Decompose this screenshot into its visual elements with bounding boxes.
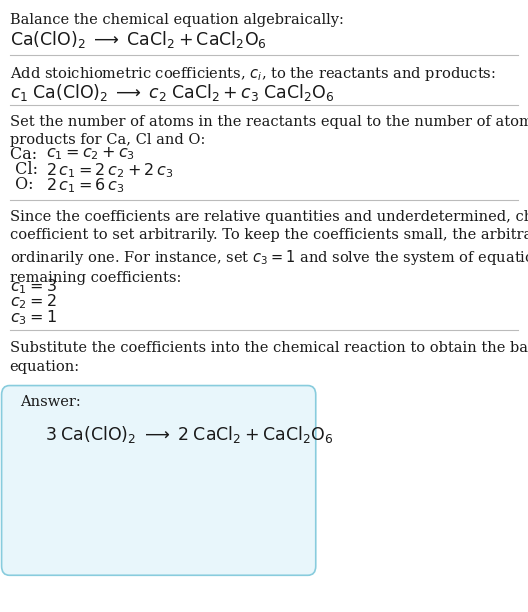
- FancyBboxPatch shape: [2, 386, 316, 575]
- Text: $2\,c_1 = 2\,c_2 + 2\,c_3$: $2\,c_1 = 2\,c_2 + 2\,c_3$: [46, 161, 174, 180]
- Text: $2\,c_1 = 6\,c_3$: $2\,c_1 = 6\,c_3$: [46, 176, 125, 195]
- Text: Add stoichiometric coefficients, $c_i$, to the reactants and products:: Add stoichiometric coefficients, $c_i$, …: [10, 65, 495, 83]
- Text: Since the coefficients are relative quantities and underdetermined, choose a
coe: Since the coefficients are relative quan…: [10, 210, 528, 285]
- Text: $c_3 = 1$: $c_3 = 1$: [10, 308, 56, 327]
- Text: O:: O:: [10, 176, 38, 193]
- Text: $c_1 = c_2 + c_3$: $c_1 = c_2 + c_3$: [46, 146, 135, 162]
- Text: $c_1 = 3$: $c_1 = 3$: [10, 277, 56, 296]
- Text: $c_1\;\mathrm{Ca(ClO)_2} \;\longrightarrow\; c_2\;\mathrm{CaCl_2} + c_3\;\mathrm: $c_1\;\mathrm{Ca(ClO)_2} \;\longrightarr…: [10, 82, 334, 103]
- Text: $\mathrm{Ca(ClO)_2 \;\longrightarrow\; CaCl_2 + CaCl_2O_6}$: $\mathrm{Ca(ClO)_2 \;\longrightarrow\; C…: [10, 29, 267, 50]
- Text: Substitute the coefficients into the chemical reaction to obtain the balanced
eq: Substitute the coefficients into the che…: [10, 341, 528, 374]
- Text: Balance the chemical equation algebraically:: Balance the chemical equation algebraica…: [10, 13, 343, 28]
- Text: Cl:: Cl:: [10, 161, 43, 178]
- Text: Answer:: Answer:: [20, 395, 81, 409]
- Text: $c_2 = 2$: $c_2 = 2$: [10, 293, 56, 312]
- Text: Set the number of atoms in the reactants equal to the number of atoms in the
pro: Set the number of atoms in the reactants…: [10, 115, 528, 147]
- Text: $3\;\mathrm{Ca(ClO)_2 \;\longrightarrow\; 2\;CaCl_2 + CaCl_2O_6}$: $3\;\mathrm{Ca(ClO)_2 \;\longrightarrow\…: [45, 424, 333, 444]
- Text: Ca:: Ca:: [10, 146, 42, 163]
